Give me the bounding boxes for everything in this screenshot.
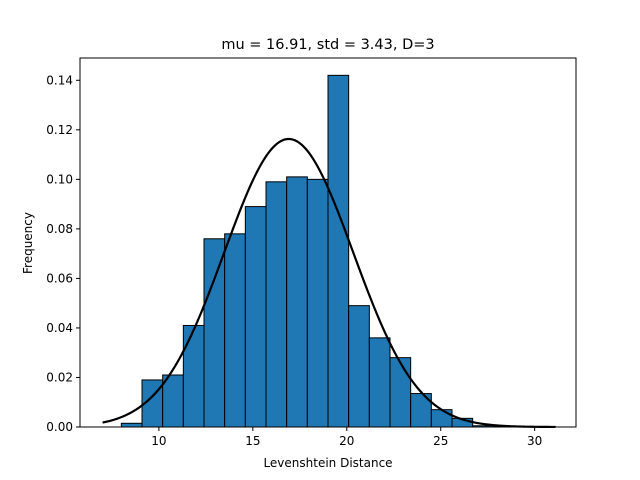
plot-frame [79,57,577,428]
y-axis-ticks: 0.00 0.02 0.04 0.06 0.08 0.10 0.12 0.14 [46,73,80,434]
x-tick-label-2: 20 [339,434,354,448]
histogram-bar-5 [224,233,246,428]
y-tick-label-6: 0.12 [46,123,73,137]
x-axis-ticks: 10 15 20 25 30 [151,427,542,448]
y-tick-label-0: 0.00 [46,420,73,434]
x-tick-label-4: 30 [527,434,542,448]
y-axis-label: Frequency [21,212,35,274]
x-axis-label: Levenshtein Distance [263,456,392,470]
histogram-bar-8 [286,176,308,428]
histogram-bar-13 [389,357,412,428]
histogram-bar-9 [306,178,329,428]
histogram-bar-7 [265,181,288,428]
histogram-bar-0 [120,422,143,428]
y-tick-label-1: 0.02 [46,370,73,384]
histogram-bar-4 [203,238,226,428]
x-tick-label-0: 10 [151,434,166,448]
y-tick-label-3: 0.06 [46,271,73,285]
chart-title: mu = 16.91, std = 3.43, D=3 [221,37,434,53]
histogram-bar-12 [368,337,391,428]
histogram-bar-2 [162,374,184,428]
y-tick-label-2: 0.04 [46,321,73,335]
normal-curve [102,137,556,429]
histogram-bar-11 [348,305,370,428]
histogram-bar-3 [182,324,205,428]
x-tick-label-1: 15 [245,434,260,448]
y-tick-label-4: 0.08 [46,222,73,236]
histogram-bar-6 [244,206,267,428]
y-tick-label-7: 0.14 [46,73,73,87]
histogram-bar-10 [327,74,350,428]
y-tick-label-5: 0.10 [46,172,73,186]
bars-group [120,74,556,428]
x-tick-label-3: 25 [433,434,448,448]
histogram-bar-15 [430,409,453,428]
